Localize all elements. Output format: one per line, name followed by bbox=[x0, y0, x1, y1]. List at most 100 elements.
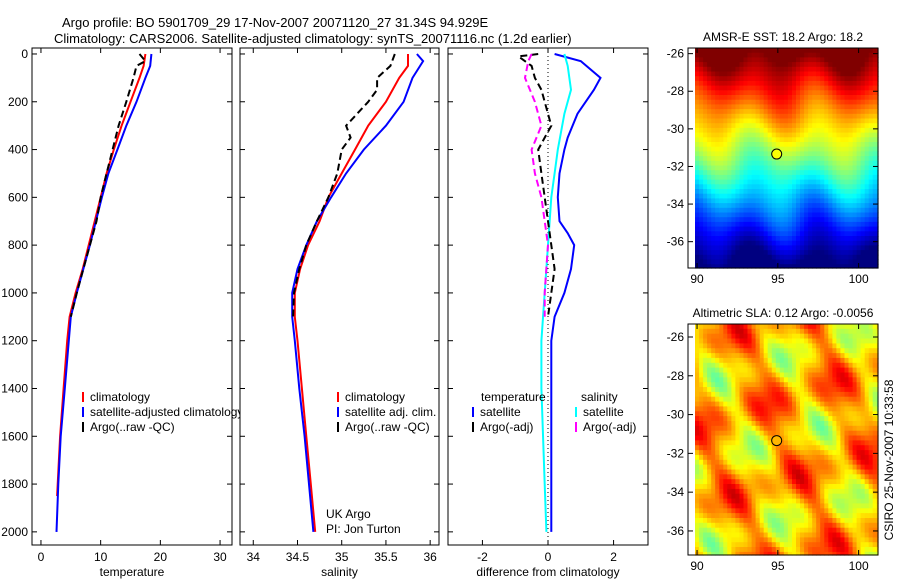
heatmap-cell bbox=[828, 85, 833, 91]
heatmap-cell bbox=[856, 362, 862, 369]
heatmap-cell bbox=[731, 123, 736, 129]
heatmap-cell bbox=[735, 142, 740, 148]
heatmap-cell bbox=[695, 425, 700, 432]
heatmap-cell bbox=[856, 484, 862, 490]
heatmap-cell bbox=[840, 493, 845, 500]
heatmap-cell bbox=[796, 367, 801, 373]
heatmap-cell bbox=[755, 104, 761, 110]
heatmap-cell bbox=[767, 416, 773, 422]
heatmap-cell bbox=[715, 264, 720, 269]
heatmap-cell bbox=[711, 522, 716, 529]
heatmap-cell bbox=[836, 454, 841, 461]
heatmap-cell bbox=[868, 80, 874, 87]
heatmap-cell bbox=[739, 203, 745, 209]
heatmap-cell bbox=[792, 522, 797, 529]
heatmap-cell bbox=[779, 532, 785, 538]
heatmap-cell bbox=[695, 189, 700, 195]
heatmap-cell bbox=[787, 547, 793, 553]
heatmap-cell bbox=[779, 236, 785, 242]
heatmap-cell bbox=[868, 406, 874, 412]
heatmap-cell bbox=[868, 357, 874, 364]
heatmap-cell bbox=[804, 411, 809, 417]
heatmap-cell bbox=[832, 160, 837, 167]
heatmap-cell bbox=[787, 333, 793, 340]
heatmap-cell bbox=[775, 382, 781, 388]
heatmap-cell bbox=[808, 80, 813, 87]
heatmap-cell bbox=[872, 522, 878, 529]
heatmap-cell bbox=[812, 236, 817, 242]
heatmap-cell bbox=[699, 464, 704, 470]
y-tick-label: -28 bbox=[667, 84, 685, 98]
heatmap-cell bbox=[824, 250, 829, 256]
heatmap-cell bbox=[739, 421, 745, 427]
heatmap-cell bbox=[767, 254, 773, 261]
heatmap-cell bbox=[723, 264, 728, 269]
heatmap-cell bbox=[739, 264, 745, 269]
heatmap-cell bbox=[808, 474, 813, 480]
heatmap-cell bbox=[775, 212, 781, 218]
heatmap-cell bbox=[707, 353, 712, 359]
heatmap-cell bbox=[856, 236, 862, 242]
heatmap-cell bbox=[804, 377, 809, 383]
heatmap-cell bbox=[848, 264, 854, 269]
heatmap-cell bbox=[808, 240, 813, 246]
heatmap-cell bbox=[824, 343, 829, 349]
heatmap-cell bbox=[751, 493, 757, 500]
heatmap-cell bbox=[695, 146, 700, 152]
heatmap-cell bbox=[856, 396, 862, 403]
heatmap-cell bbox=[703, 362, 708, 369]
heatmap-cell bbox=[719, 95, 724, 101]
heatmap-cell bbox=[711, 80, 716, 87]
heatmap-cell bbox=[828, 118, 833, 124]
heatmap-cell bbox=[711, 372, 716, 378]
heatmap-cell bbox=[816, 396, 821, 403]
y-tick-label: -32 bbox=[667, 446, 685, 460]
heatmap-cell bbox=[779, 118, 785, 124]
heatmap-cell bbox=[820, 221, 825, 228]
heatmap-cell bbox=[715, 416, 720, 422]
heatmap-cell bbox=[779, 513, 785, 519]
heatmap-cell bbox=[812, 367, 817, 373]
heatmap-cell bbox=[824, 425, 829, 432]
heatmap-cell bbox=[852, 324, 858, 330]
heatmap-cell bbox=[848, 137, 854, 143]
heatmap-cell bbox=[792, 440, 797, 446]
heatmap-cell bbox=[771, 464, 777, 470]
heatmap-cell bbox=[719, 425, 724, 432]
heatmap-cell bbox=[792, 464, 797, 470]
heatmap-cell bbox=[860, 99, 866, 105]
heatmap-cell bbox=[759, 498, 765, 504]
heatmap-cell bbox=[751, 231, 757, 237]
heatmap-cell bbox=[816, 95, 821, 101]
heatmap-cell bbox=[727, 189, 732, 195]
pi-annotation: PI: Jon Turton bbox=[326, 522, 401, 536]
heatmap-cell bbox=[800, 250, 805, 256]
heatmap-cell bbox=[695, 469, 700, 475]
heatmap-cell bbox=[743, 421, 749, 427]
heatmap-cell bbox=[735, 411, 740, 417]
heatmap-cell bbox=[723, 474, 728, 480]
heatmap-cell bbox=[695, 464, 700, 470]
heatmap-cell bbox=[868, 518, 874, 524]
heatmap-cell bbox=[695, 435, 700, 441]
heatmap-cell bbox=[759, 343, 765, 349]
heatmap-cell bbox=[759, 537, 765, 543]
heatmap-cell bbox=[848, 493, 854, 500]
heatmap-cell bbox=[747, 142, 753, 148]
heatmap-cell bbox=[763, 95, 769, 101]
heatmap-cell bbox=[775, 52, 781, 58]
heatmap-cell bbox=[783, 184, 789, 190]
heatmap-cell bbox=[731, 62, 736, 68]
heatmap-cell bbox=[820, 493, 825, 500]
heatmap-cell bbox=[715, 151, 720, 157]
heatmap-cell bbox=[832, 469, 837, 475]
heatmap-cell bbox=[800, 217, 805, 223]
heatmap-cell bbox=[747, 179, 753, 185]
heatmap-cell bbox=[747, 537, 753, 543]
heatmap-cell bbox=[723, 493, 728, 500]
heatmap-cell bbox=[755, 236, 761, 242]
heatmap-cell bbox=[711, 207, 716, 214]
heatmap-cell bbox=[800, 464, 805, 470]
heatmap-cell bbox=[711, 406, 716, 412]
heatmap-cell bbox=[747, 165, 753, 171]
